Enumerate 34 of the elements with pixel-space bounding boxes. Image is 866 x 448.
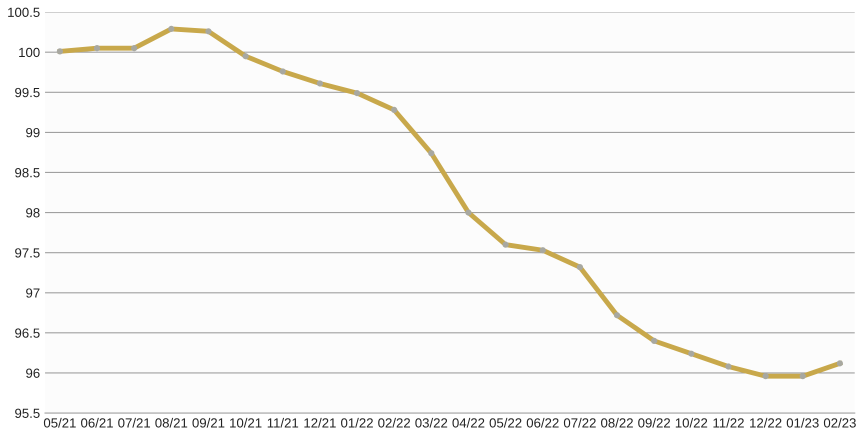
x-tick-label: 12/22 (750, 418, 782, 428)
x-tick-label: 06/22 (526, 418, 559, 428)
y-tick-label: 99 (26, 128, 40, 138)
x-tick-label: 07/22 (564, 418, 596, 428)
y-tick-label: 100 (19, 48, 40, 58)
x-tick-label: 09/22 (638, 418, 670, 428)
x-tick-label: 03/22 (415, 418, 448, 428)
y-tick-label: 99.5 (15, 88, 40, 98)
y-tick-label: 98 (26, 208, 40, 218)
x-tick-label: 01/22 (341, 418, 373, 428)
line-series (56, 26, 844, 380)
y-tick-label: 96.5 (15, 328, 40, 338)
x-tick-label: 11/21 (268, 418, 298, 428)
y-tick-label: 96 (26, 368, 40, 378)
x-tick-label: 06/21 (81, 418, 113, 428)
x-tick-label: 05/22 (490, 418, 522, 428)
x-tick-label: 10/22 (676, 418, 708, 428)
x-tick-label: 12/21 (304, 418, 336, 428)
y-tick-label: 97 (26, 288, 40, 298)
x-tick-label: 04/22 (452, 418, 484, 428)
x-tick-label: 01/23 (786, 418, 819, 428)
x-tick-label: 09/21 (192, 418, 224, 428)
x-tick-label: 11/22 (713, 418, 744, 428)
x-tick-label: 08/22 (601, 418, 633, 428)
x-tick-label: 02/22 (378, 418, 410, 428)
x-tick-label: 05/21 (44, 418, 76, 428)
y-tick-label: 98.5 (15, 168, 40, 178)
x-tick-label: 10/21 (230, 418, 262, 428)
x-tick-label: 08/21 (155, 418, 188, 428)
x-tick-label: 07/21 (118, 418, 150, 428)
y-tick-label: 100.5 (8, 8, 40, 18)
y-tick-label: 95.5 (15, 408, 40, 418)
x-tick-label: 02/23 (824, 418, 856, 428)
y-tick-label: 97.5 (15, 248, 40, 258)
